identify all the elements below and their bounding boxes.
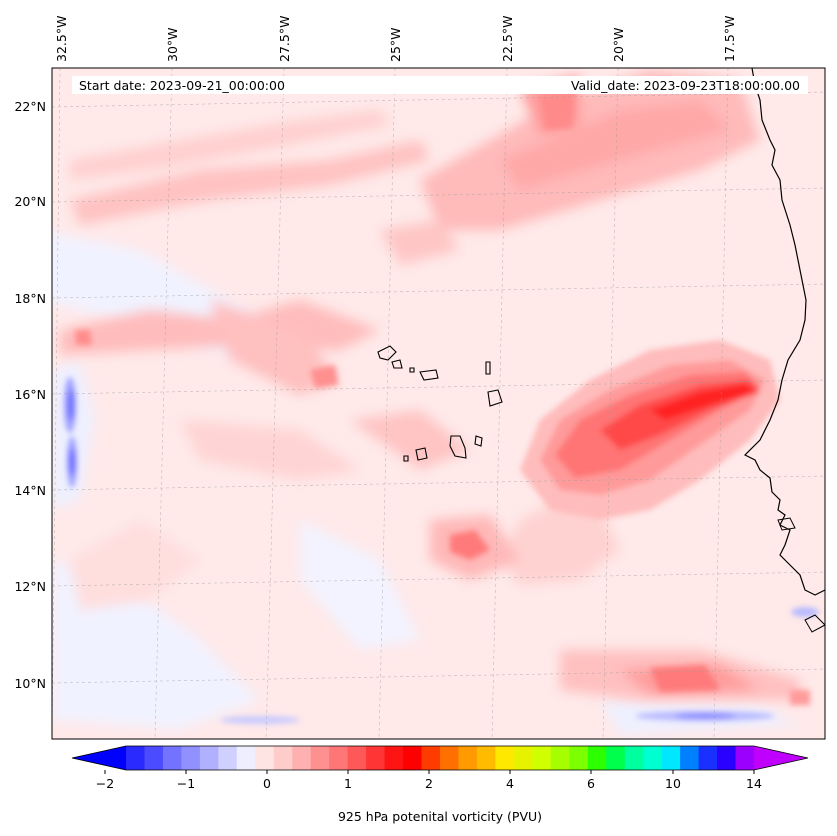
- colorbar-segment: [624, 746, 644, 770]
- lon-label-27-5w: 27.5°W: [277, 16, 292, 62]
- colorbar-segment: [403, 746, 423, 770]
- colorbar-segment: [717, 746, 737, 770]
- colorbar-segment: [606, 746, 626, 770]
- lon-label-25w: 25°W: [388, 27, 403, 62]
- lat-label-10n: 10°N: [14, 676, 46, 691]
- colorbar-segment: [550, 746, 570, 770]
- colorbar-tick-label: 4: [506, 776, 514, 791]
- colorbar-segment: [199, 746, 219, 770]
- colorbar: −2 −1 0 1 2 4 6 10 14: [71, 745, 809, 791]
- colorbar-segment: [532, 746, 552, 770]
- map-frame: [51, 67, 826, 740]
- lon-label-20w: 20°W: [611, 27, 626, 62]
- latitude-labels: 22°N 20°N 18°N 16°N 14°N 12°N 10°N: [14, 99, 46, 691]
- positive-pv-bands: [60, 70, 800, 700]
- colorbar-tick-label: 10: [665, 776, 681, 791]
- colorbar-segment: [181, 746, 201, 770]
- colorbar-extend-max: [754, 746, 808, 770]
- colorbar-segment: [366, 746, 386, 770]
- colorbar-segment: [347, 746, 367, 770]
- colorbar-tick-label: 1: [344, 776, 352, 791]
- blue-vortex-patches: [64, 377, 819, 724]
- colorbar-tick-label: −2: [96, 776, 114, 791]
- colorbar-segment: [329, 746, 349, 770]
- africa-coastline: [743, 68, 825, 596]
- colorbar-segment: [476, 746, 496, 770]
- colorbar-segment: [495, 746, 515, 770]
- guinea-islands: [777, 517, 825, 633]
- colorbar-segment: [587, 746, 607, 770]
- colorbar-segment: [643, 746, 663, 770]
- colorbar-extend-min: [72, 746, 126, 770]
- colorbar-segment: [236, 746, 256, 770]
- pv-maximum-core: [75, 90, 810, 705]
- colorbar-tick-label: −1: [177, 776, 195, 791]
- start-date-label: Start date: 2023-09-21_00:00:00: [79, 78, 285, 93]
- colorbar-tick-label: 2: [425, 776, 433, 791]
- colorbar-title: 925 hPa potenital vorticity (PVU): [338, 809, 542, 824]
- colorbar-segment: [440, 746, 459, 770]
- colorbar-segment: [218, 746, 238, 770]
- colorbar-segment: [513, 746, 533, 770]
- colorbar-segment: [126, 746, 145, 770]
- lon-label-30w: 30°W: [165, 27, 180, 62]
- colorbar-tick-label: 0: [263, 776, 271, 791]
- colorbar-tick-label: 6: [587, 776, 595, 791]
- colorbar-segment: [569, 746, 589, 770]
- header-bar: [72, 76, 808, 94]
- colorbar-segment: [421, 746, 441, 770]
- colorbar-segment: [384, 746, 404, 770]
- colorbar-segment: [292, 746, 312, 770]
- colorbar-segment: [255, 746, 275, 770]
- lat-label-20n: 20°N: [14, 194, 46, 209]
- colorbar-segment: [661, 746, 681, 770]
- valid-date-label: Valid_date: 2023-09-23T18:00:00.00: [571, 78, 800, 93]
- colorbar-segment: [735, 746, 755, 770]
- lon-label-22-5w: 22.5°W: [500, 16, 515, 62]
- lon-label-17-5w: 17.5°W: [722, 16, 737, 62]
- colorbar-segment: [458, 746, 478, 770]
- colorbar-tick-label: 14: [746, 776, 762, 791]
- colorbar-segment: [162, 746, 182, 770]
- longitude-labels: 32.5°W 30°W 27.5°W 25°W 22.5°W 20°W 17.5…: [54, 16, 737, 62]
- colorbar-segment: [680, 746, 700, 770]
- cape-verde-islands: [377, 345, 503, 462]
- lat-label-16n: 16°N: [14, 387, 46, 402]
- graticule: [52, 68, 825, 739]
- lon-label-32-5w: 32.5°W: [54, 16, 69, 62]
- lat-label-14n: 14°N: [14, 483, 46, 498]
- colorbar-segment: [698, 746, 718, 770]
- colorbar-segment: [273, 746, 293, 770]
- colorbar-segment: [144, 746, 164, 770]
- map-area: [52, 68, 825, 739]
- colorbar-segment: [310, 746, 330, 770]
- lat-label-18n: 18°N: [14, 291, 46, 306]
- colorbar-outline: [71, 745, 809, 771]
- lat-label-22n: 22°N: [14, 99, 46, 114]
- lat-label-12n: 12°N: [14, 579, 46, 594]
